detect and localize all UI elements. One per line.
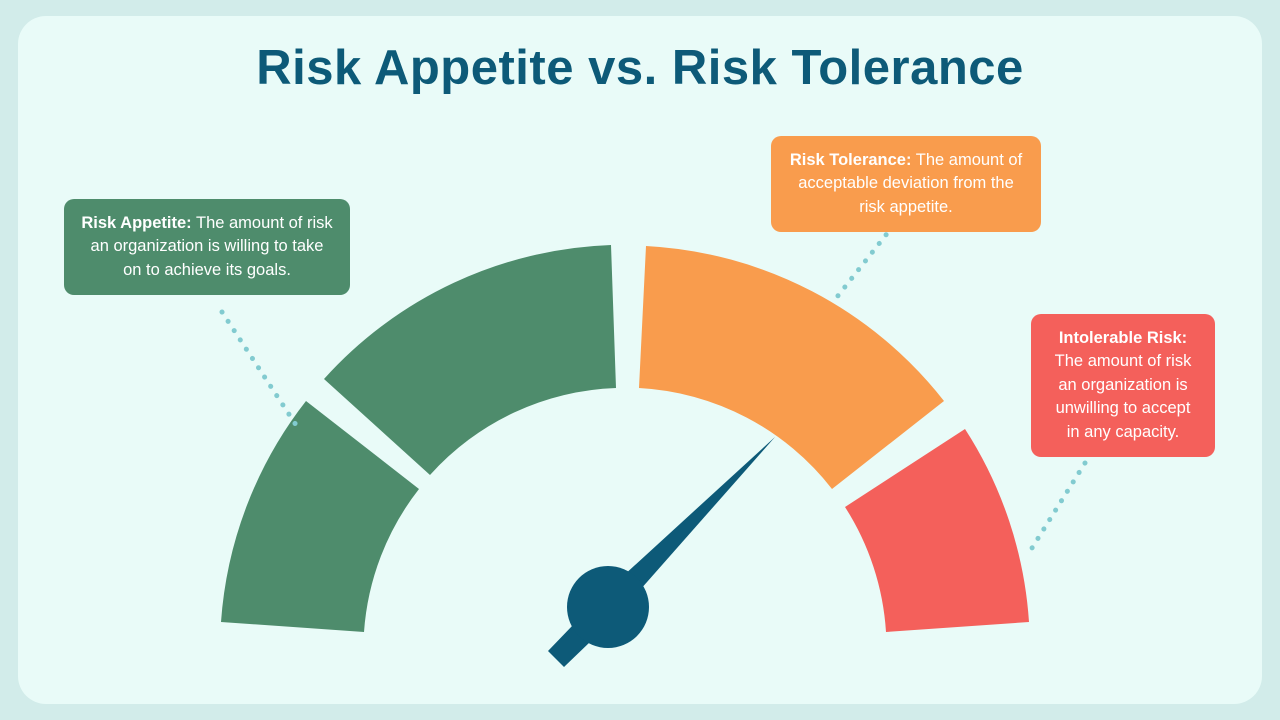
callout-risk-appetite-text: The amount of risk an organization is wi… xyxy=(90,214,333,279)
callout-intolerable-risk: Intolerable Risk: The amount of risk an … xyxy=(1031,314,1215,458)
leader-line-intolerable xyxy=(1029,460,1088,551)
callout-risk-appetite: Risk Appetite: The amount of risk an org… xyxy=(64,199,350,296)
callout-risk-tolerance-text: The amount of acceptable deviation from … xyxy=(798,151,1023,216)
callout-risk-appetite-label: Risk Appetite: xyxy=(81,214,192,232)
callout-risk-tolerance: Risk Tolerance: The amount of acceptable… xyxy=(771,136,1041,233)
gauge-segment-intolerable xyxy=(845,429,1029,632)
needle-hub xyxy=(567,566,649,648)
page-title: Risk Appetite vs. Risk Tolerance xyxy=(256,41,1024,95)
gauge-needle xyxy=(599,437,775,616)
gauge-segment-appetite-lower xyxy=(221,401,419,632)
callout-risk-tolerance-label: Risk Tolerance: xyxy=(789,151,912,169)
leader-line-appetite xyxy=(219,309,301,431)
callout-intolerable-risk-text: The amount of risk an organization is un… xyxy=(1054,352,1192,441)
gauge-segment-appetite-upper xyxy=(324,245,616,475)
callout-intolerable-risk-label: Intolerable Risk: xyxy=(1058,329,1188,347)
gauge-segment-tolerance xyxy=(639,246,944,489)
leader-line-tolerance xyxy=(834,223,896,300)
